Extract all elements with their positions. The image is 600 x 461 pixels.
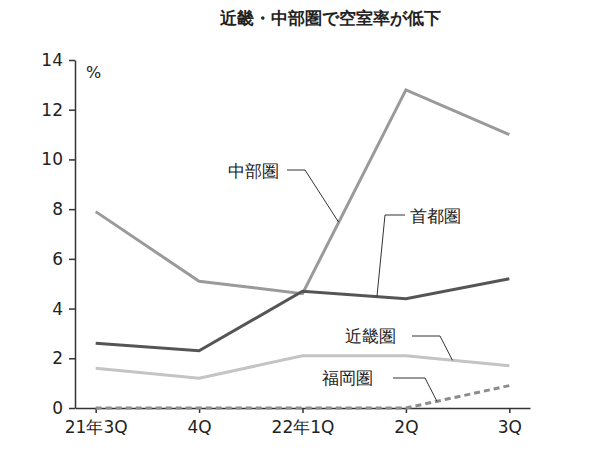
- y-tick-mark: [69, 159, 75, 161]
- y-tick-mark: [69, 308, 75, 310]
- x-tick-label: 3Q: [498, 417, 522, 437]
- y-tick-mark: [69, 358, 75, 360]
- series-label: 中部圏: [228, 161, 279, 181]
- y-tick-label: 12: [41, 100, 63, 120]
- title: 近畿・中部圏で空室率が低下: [219, 8, 441, 28]
- series-line: [96, 356, 510, 378]
- x-tick-label: 4Q: [187, 417, 211, 437]
- y-axis: 0 2 4 6 8 10 12 14: [41, 50, 75, 418]
- x-tick: 2Q: [394, 408, 418, 437]
- y-tick-label: 0: [52, 398, 63, 418]
- leader-line: [377, 215, 405, 297]
- leader-line: [287, 170, 339, 222]
- y-tick-mark: [69, 209, 75, 211]
- y-tick-label: 8: [52, 199, 63, 219]
- series-line: [96, 279, 510, 351]
- x-tick: 3Q: [498, 408, 522, 437]
- y-tick-mark: [69, 60, 75, 62]
- y-tick-label: 10: [41, 149, 63, 169]
- y-tick: 8: [52, 199, 75, 219]
- x-tick-mark: [509, 408, 511, 413]
- leader-line: [412, 336, 452, 360]
- leader-line: [393, 378, 437, 401]
- y-tick-mark: [69, 408, 75, 410]
- x-tick-label: 22年1Q: [272, 417, 335, 437]
- chart: 近畿・中部圏で空室率が低下% 0 2 4 6 8 10 12 14 21年3Q 4Q 22年1Q 2Q 3…: [0, 0, 600, 461]
- x-tick-label: 2Q: [394, 417, 418, 437]
- series-label: 近畿圏: [345, 326, 396, 346]
- y-tick-mark: [69, 109, 75, 111]
- x-tick: 22年1Q: [272, 408, 335, 437]
- y-tick: 10: [41, 149, 75, 169]
- x-tick: 21年3Q: [65, 408, 128, 437]
- y-tick: 12: [41, 100, 75, 120]
- x-tick-label: 21年3Q: [65, 417, 128, 437]
- y-tick-label: 4: [52, 299, 63, 319]
- y-axis-label: %: [86, 63, 101, 82]
- x-tick-mark: [302, 408, 304, 413]
- y-tick-mark: [69, 259, 75, 261]
- y-tick: 2: [52, 348, 75, 368]
- y-tick-label: 6: [52, 249, 63, 269]
- y-tick-label: 2: [52, 348, 63, 368]
- series-label: 首都圏: [410, 206, 461, 226]
- y-tick: 4: [52, 299, 75, 319]
- y-tick: 14: [41, 50, 75, 70]
- plot-area: [96, 90, 510, 408]
- series-line: [96, 90, 510, 294]
- series-line: [96, 386, 510, 408]
- y-axis-line: [75, 61, 77, 409]
- y-tick: 0: [52, 398, 75, 418]
- y-tick-label: 14: [41, 50, 63, 70]
- x-tick: 4Q: [187, 408, 211, 437]
- y-tick: 6: [52, 249, 75, 269]
- x-axis: 21年3Q 4Q 22年1Q 2Q 3Q: [65, 408, 531, 437]
- series-label: 福岡圏: [322, 368, 373, 388]
